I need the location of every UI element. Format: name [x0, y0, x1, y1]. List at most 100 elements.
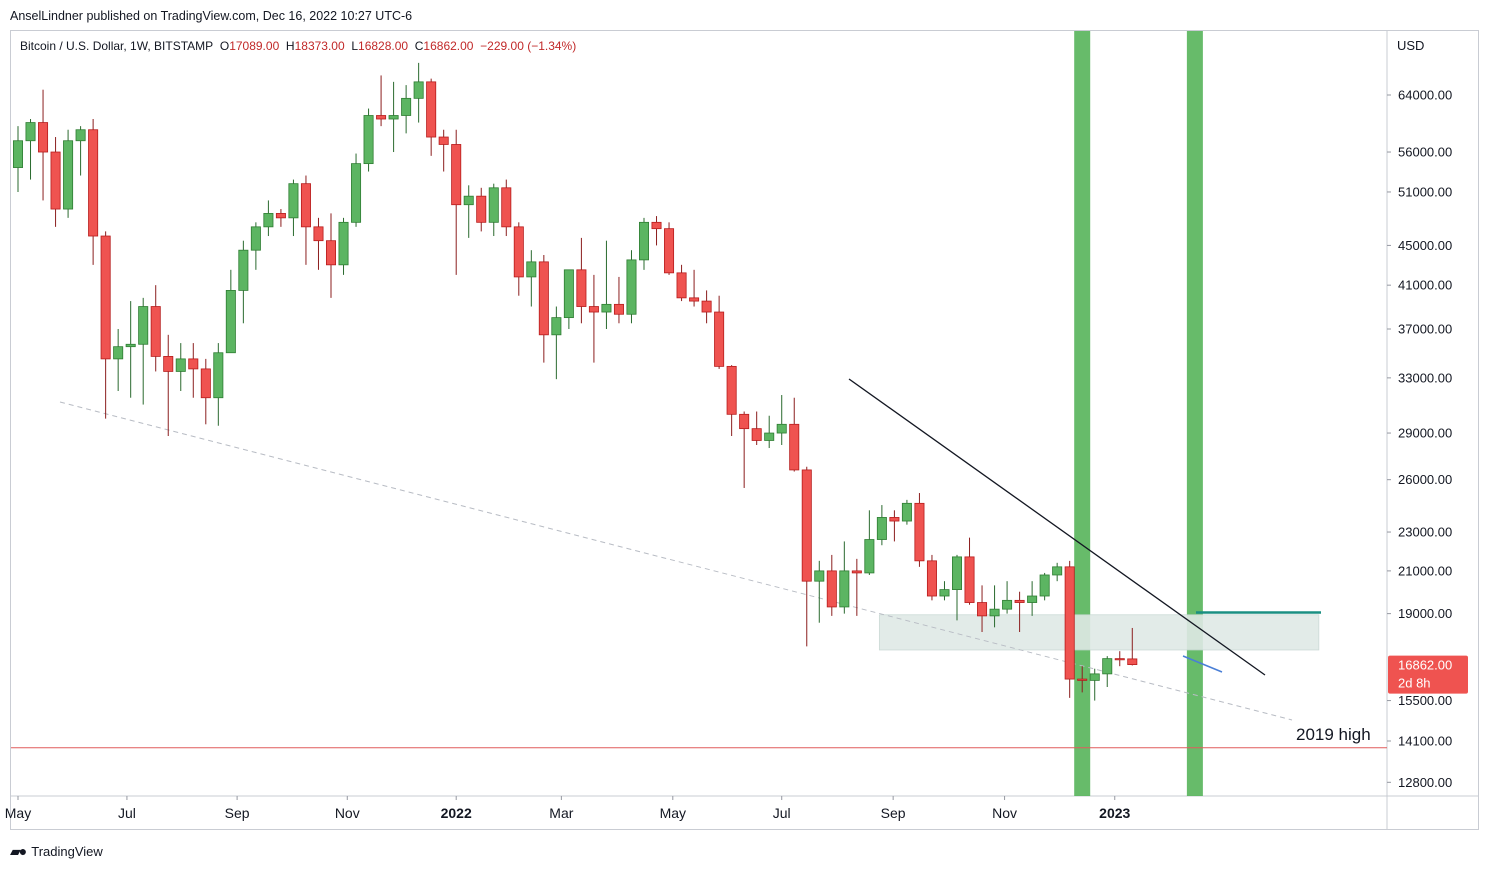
tradingview-logo-icon: ▰●	[10, 843, 27, 859]
time-tick-label: Jul	[118, 805, 136, 821]
candle-body	[714, 311, 725, 367]
candle	[751, 411, 762, 445]
candle	[50, 137, 61, 227]
price-tick-label: 14100.00	[1398, 734, 1452, 749]
candle-body	[726, 365, 737, 415]
candle-body	[476, 195, 487, 223]
candle	[338, 217, 349, 275]
candle	[1102, 656, 1113, 688]
candle-body	[513, 226, 524, 278]
candle-body	[776, 423, 787, 434]
candle-body	[150, 306, 161, 357]
candle-body	[876, 517, 887, 540]
price-tick-label: 26000.00	[1398, 472, 1452, 487]
candle-body	[926, 560, 937, 597]
candle	[789, 397, 800, 472]
candle-body	[764, 432, 775, 441]
candle-body	[939, 589, 950, 597]
candle-body	[313, 226, 324, 242]
candle	[1089, 668, 1100, 701]
candle	[726, 365, 737, 437]
candle-body	[626, 259, 637, 315]
candle-body	[238, 249, 249, 291]
footer-brand[interactable]: TradingView	[31, 844, 103, 859]
candle-body	[889, 517, 900, 522]
candle	[88, 119, 99, 265]
candle-body	[1039, 574, 1050, 597]
candle-body	[1127, 658, 1138, 666]
candle-body	[1102, 658, 1113, 675]
chart-legend: Bitcoin / U.S. Dollar, 1W, BITSTAMP O170…	[20, 39, 576, 53]
candle	[1002, 581, 1013, 614]
legend-close-label: C	[414, 39, 424, 53]
candle	[526, 250, 537, 307]
footer: ▰● TradingView	[10, 843, 103, 860]
candle-body	[250, 226, 261, 251]
candle	[376, 75, 387, 127]
candle	[325, 213, 336, 298]
blue-trend-segment	[1182, 655, 1223, 673]
price-axis-currency: USD	[1397, 38, 1424, 53]
candle-body	[751, 428, 762, 441]
candle	[989, 585, 1000, 628]
candle-body	[12, 140, 23, 168]
candle-body	[839, 570, 850, 608]
candle-body	[1077, 678, 1088, 681]
candle	[901, 499, 912, 525]
candle	[613, 276, 624, 324]
price-tick-label: 33000.00	[1398, 370, 1452, 385]
candle	[801, 466, 812, 647]
candle	[200, 358, 211, 425]
candle	[851, 558, 862, 616]
candle	[363, 108, 374, 172]
candle	[939, 581, 950, 601]
candle-body	[651, 221, 662, 230]
candle	[776, 395, 787, 445]
candle	[839, 541, 850, 614]
candle-body	[538, 261, 549, 336]
candle	[463, 185, 474, 238]
time-tick-label: Jul	[773, 805, 791, 821]
time-tick-label: Nov	[992, 805, 1017, 821]
candle	[601, 240, 612, 330]
candle-body	[588, 306, 599, 313]
time-tick-label: Mar	[549, 805, 573, 821]
candle-body	[977, 602, 988, 617]
candle-body	[413, 81, 424, 99]
candle	[263, 200, 274, 237]
candle	[213, 343, 224, 426]
candle	[826, 554, 837, 616]
candle	[964, 537, 975, 605]
candle	[175, 343, 186, 392]
legend-close-value: 16862.00	[423, 39, 474, 53]
price-tick-label: 19000.00	[1398, 606, 1452, 621]
candle-body	[200, 368, 211, 399]
candle	[1077, 666, 1088, 693]
candle	[150, 285, 161, 372]
highlight-column	[1186, 31, 1203, 796]
candle-body	[901, 502, 912, 522]
candle-body	[1002, 599, 1013, 610]
candle-body	[351, 163, 362, 223]
price-tick-label: 29000.00	[1398, 426, 1452, 441]
candle	[488, 183, 499, 237]
candle	[125, 301, 136, 398]
candle	[250, 222, 261, 270]
candle	[952, 554, 963, 621]
candle-body	[601, 303, 612, 313]
candle-body	[739, 413, 750, 430]
candle-body	[689, 297, 700, 302]
publisher-note: AnselLindner published on TradingView.co…	[10, 9, 413, 23]
price-tick-label: 41000.00	[1398, 278, 1452, 293]
candle	[739, 411, 750, 488]
candle-body	[113, 346, 124, 360]
candle	[38, 89, 49, 201]
candle-body	[88, 129, 99, 237]
candle-body	[952, 556, 963, 590]
candle	[864, 510, 875, 575]
candle-body	[851, 570, 862, 574]
candle-body	[914, 502, 925, 562]
candle-body	[38, 122, 49, 153]
candle	[513, 222, 524, 296]
